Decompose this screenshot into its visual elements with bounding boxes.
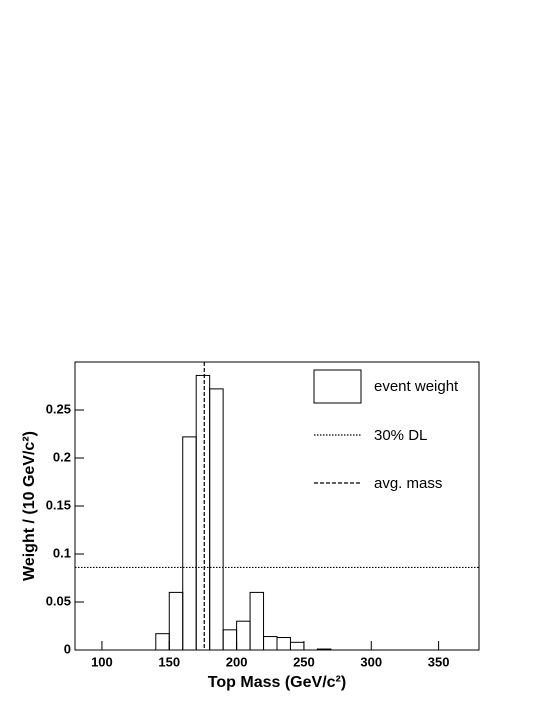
y-tick-label: 0.05: [46, 593, 71, 608]
histogram-bar: [316, 648, 332, 651]
x-tick-label: 300: [360, 654, 382, 669]
legend-label: 30% DL: [374, 427, 427, 444]
x-tick-label: 250: [293, 654, 315, 669]
histogram-bar: [249, 591, 265, 651]
legend-swatch: [313, 369, 362, 404]
legend-label: avg. mass: [374, 475, 442, 492]
x-tick-label: 100: [91, 654, 113, 669]
y-tick-label: 0: [64, 641, 71, 656]
y-tick-label: 0.2: [53, 449, 71, 464]
y-tick-label: 0.25: [46, 401, 71, 416]
histogram-bar: [289, 641, 305, 651]
histogram-bar: [209, 388, 224, 651]
y-axis-title: Weight / (10 GeV/c²): [21, 431, 38, 581]
y-tick-label: 0.15: [46, 497, 71, 512]
x-tick-label: 150: [158, 654, 180, 669]
legend-label: event weight: [374, 378, 459, 395]
x-tick-label: 350: [428, 654, 450, 669]
x-axis-title: Top Mass (GeV/c²): [208, 674, 346, 691]
y-tick-label: 0.1: [53, 545, 71, 560]
x-tick-label: 200: [226, 654, 248, 669]
